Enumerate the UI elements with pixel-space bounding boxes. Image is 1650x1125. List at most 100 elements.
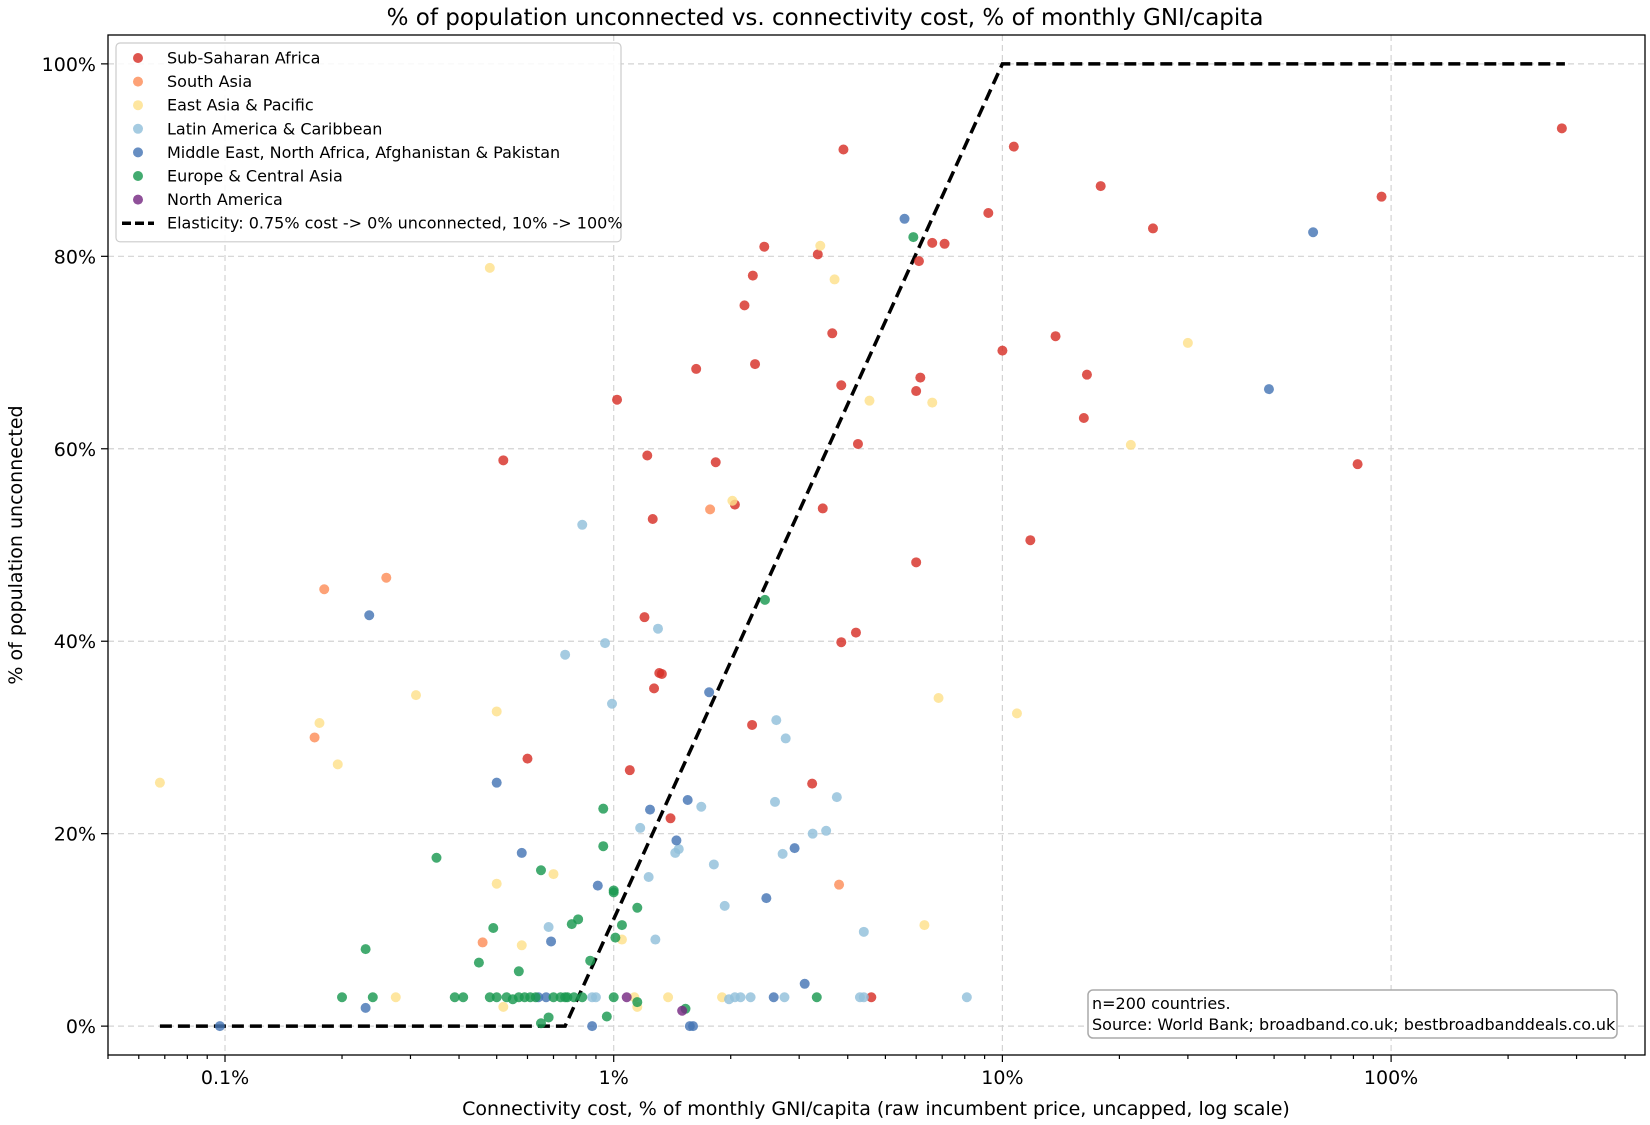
data-point	[821, 825, 832, 836]
data-point	[789, 843, 800, 854]
data-point	[484, 262, 495, 273]
x-tick-label: 10%	[981, 1067, 1023, 1089]
legend-marker	[133, 123, 143, 134]
data-point	[1078, 412, 1089, 423]
data-point	[560, 649, 571, 660]
data-point	[704, 687, 715, 698]
data-point	[632, 902, 643, 913]
data-point	[866, 992, 877, 1003]
data-point	[799, 978, 810, 989]
data-point	[1125, 439, 1136, 450]
data-point	[747, 270, 758, 281]
data-point	[612, 394, 623, 405]
data-point	[852, 438, 863, 449]
data-point	[573, 914, 584, 925]
data-point	[1050, 331, 1061, 342]
data-point	[1011, 708, 1022, 719]
data-point	[691, 363, 702, 374]
data-point	[1352, 459, 1363, 470]
data-point	[745, 992, 756, 1003]
data-point	[590, 992, 601, 1003]
data-point	[624, 765, 635, 776]
data-point	[600, 638, 611, 649]
y-tick-label: 100%	[42, 54, 96, 76]
chart-title: % of population unconnected vs. connecti…	[387, 5, 1264, 31]
data-point	[696, 801, 707, 812]
y-tick-label: 80%	[54, 246, 96, 268]
data-point	[682, 795, 693, 805]
data-point	[541, 992, 552, 1003]
source-annotation: n=200 countries. Source: World Bank; broa…	[1087, 989, 1618, 1039]
data-point	[759, 594, 770, 605]
reference-line-layer	[159, 62, 1565, 1028]
data-point	[535, 1018, 546, 1029]
data-point	[1095, 181, 1106, 192]
data-point	[1556, 123, 1567, 134]
legend-marker	[133, 194, 143, 205]
data-point	[811, 992, 822, 1003]
x-tick-label: 0.1%	[201, 1067, 249, 1089]
data-point	[850, 627, 861, 638]
data-point	[647, 514, 658, 525]
data-point	[568, 992, 579, 1003]
data-point	[817, 503, 828, 514]
data-point	[747, 719, 758, 730]
data-point	[829, 274, 840, 285]
legend-label: South Asia	[167, 72, 252, 91]
data-point	[498, 1001, 509, 1012]
data-point	[477, 937, 488, 948]
data-point	[915, 372, 926, 383]
data-point	[727, 495, 738, 506]
data-point	[616, 920, 627, 931]
data-point	[621, 992, 632, 1003]
data-point	[927, 237, 938, 248]
data-point	[154, 777, 165, 788]
data-point	[516, 940, 527, 951]
data-point	[1025, 535, 1036, 546]
elasticity-reference-line	[159, 62, 1565, 1028]
data-point	[688, 1021, 699, 1032]
legend-label: Middle East, North Africa, Afghanistan &…	[167, 143, 560, 162]
y-tick-label: 40%	[54, 631, 96, 653]
plot-area-frame	[107, 34, 1646, 1056]
data-point	[214, 1021, 225, 1032]
data-point	[610, 932, 621, 943]
y-tick-label: 0%	[66, 1016, 96, 1038]
legend-label: Latin America & Caribbean	[167, 119, 382, 138]
data-point	[473, 957, 484, 968]
data-point	[899, 213, 910, 224]
data-point	[360, 944, 371, 955]
data-point	[491, 992, 502, 1003]
data-point	[598, 803, 609, 814]
data-point	[491, 706, 502, 717]
data-point	[608, 992, 619, 1003]
data-point	[779, 992, 790, 1003]
data-point	[671, 835, 682, 846]
data-point	[708, 859, 719, 870]
data-point	[780, 733, 791, 744]
data-point	[665, 813, 676, 824]
data-point	[652, 623, 663, 634]
data-point	[1308, 227, 1319, 238]
data-point	[601, 1011, 612, 1022]
data-point	[761, 893, 772, 904]
data-point	[491, 878, 502, 889]
y-axis-ticks: 0% 20% 40% 60% 80% 100%	[42, 54, 108, 1038]
data-point	[577, 519, 588, 530]
data-point	[449, 992, 460, 1003]
legend-label: North America	[167, 190, 283, 209]
data-point	[488, 922, 499, 933]
data-point	[939, 238, 950, 249]
data-point	[739, 300, 750, 311]
data-point	[364, 610, 375, 621]
data-point	[543, 1012, 554, 1023]
data-point	[807, 778, 818, 789]
data-point	[491, 777, 502, 788]
legend-marker	[133, 53, 143, 63]
data-point	[771, 715, 782, 726]
legend-marker	[133, 171, 143, 181]
data-point	[332, 759, 343, 770]
data-point	[663, 992, 674, 1003]
x-axis-label: Connectivity cost, % of monthly GNI/capi…	[462, 1098, 1290, 1120]
data-point	[592, 880, 603, 891]
